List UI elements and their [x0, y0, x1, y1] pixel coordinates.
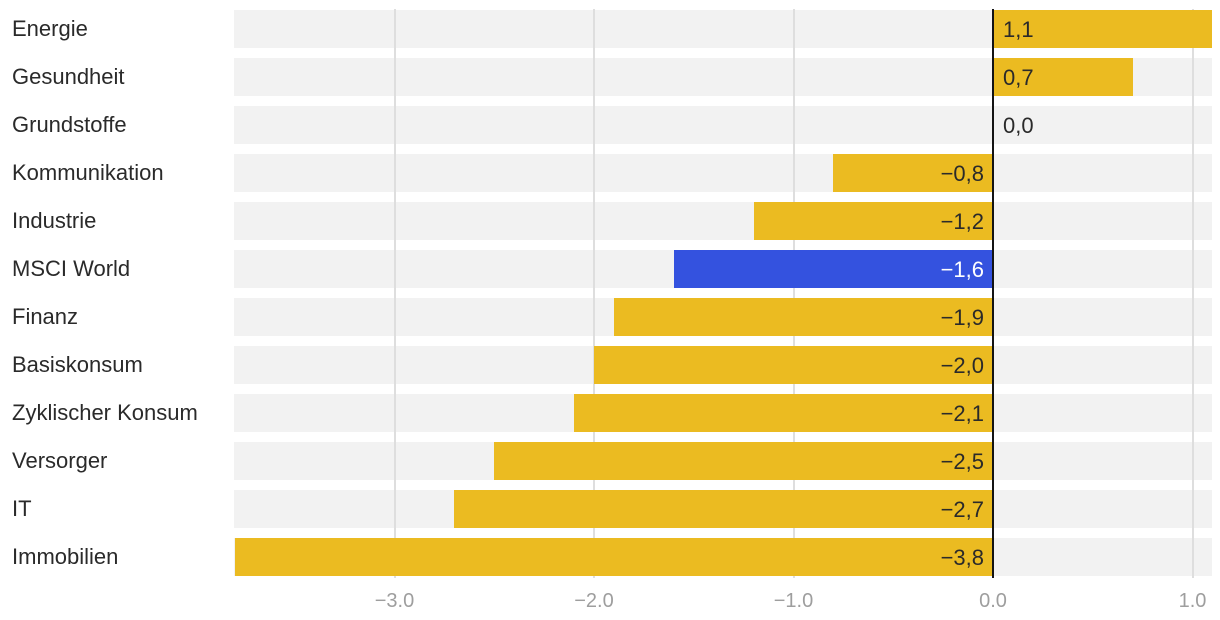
x-gridline — [1191, 9, 1194, 578]
x-tick-label: −2.0 — [574, 590, 614, 612]
category-label: Grundstoffe — [12, 112, 127, 137]
value-label: −1,6 — [940, 257, 984, 282]
value-label: −1,2 — [940, 209, 984, 234]
x-tick-label: 0.0 — [979, 590, 1007, 612]
bar — [494, 442, 993, 480]
category-label: MSCI World — [12, 256, 131, 281]
bar — [833, 154, 993, 192]
value-label: −2,7 — [940, 497, 984, 522]
bar-track — [234, 202, 1212, 240]
value-label: −2,5 — [940, 449, 984, 474]
category-label: Basiskonsum — [12, 352, 143, 377]
category-label: Zyklischer Konsum — [12, 400, 198, 425]
bar-highlight-msci-world — [673, 250, 993, 288]
bar — [574, 394, 993, 432]
x-gridline — [393, 9, 396, 578]
x-tick-label: −1.0 — [773, 590, 814, 612]
bar — [234, 538, 993, 576]
zero-baseline — [992, 9, 994, 578]
bar — [753, 202, 993, 240]
value-label: −3,8 — [940, 545, 984, 570]
x-tick-label: −3.0 — [374, 590, 415, 612]
value-label: 1,1 — [1003, 17, 1034, 42]
category-label: Gesundheit — [12, 64, 125, 89]
bar-track — [234, 154, 1212, 192]
value-label: −2,0 — [940, 353, 984, 378]
value-label: −1,9 — [940, 305, 984, 330]
value-label: −2,1 — [940, 401, 984, 426]
bar — [993, 10, 1213, 48]
category-label: Industrie — [12, 208, 97, 233]
bar — [454, 490, 993, 528]
bar — [594, 346, 993, 384]
category-label: Immobilien — [12, 544, 119, 569]
category-label: Versorger — [12, 448, 108, 473]
category-label: Energie — [12, 16, 88, 41]
category-label: Finanz — [12, 304, 79, 329]
bar-track — [234, 106, 1212, 144]
x-gridline — [593, 9, 595, 578]
value-label: 0,7 — [1003, 65, 1034, 90]
value-label: 0,0 — [1003, 113, 1034, 138]
value-label: −0,8 — [940, 161, 984, 186]
x-gridline — [792, 9, 795, 578]
x-tick-label: 1.0 — [1178, 590, 1207, 612]
bar — [613, 298, 993, 336]
bar — [993, 58, 1133, 96]
category-label: Kommunikation — [12, 160, 164, 185]
category-label: IT — [12, 496, 32, 521]
